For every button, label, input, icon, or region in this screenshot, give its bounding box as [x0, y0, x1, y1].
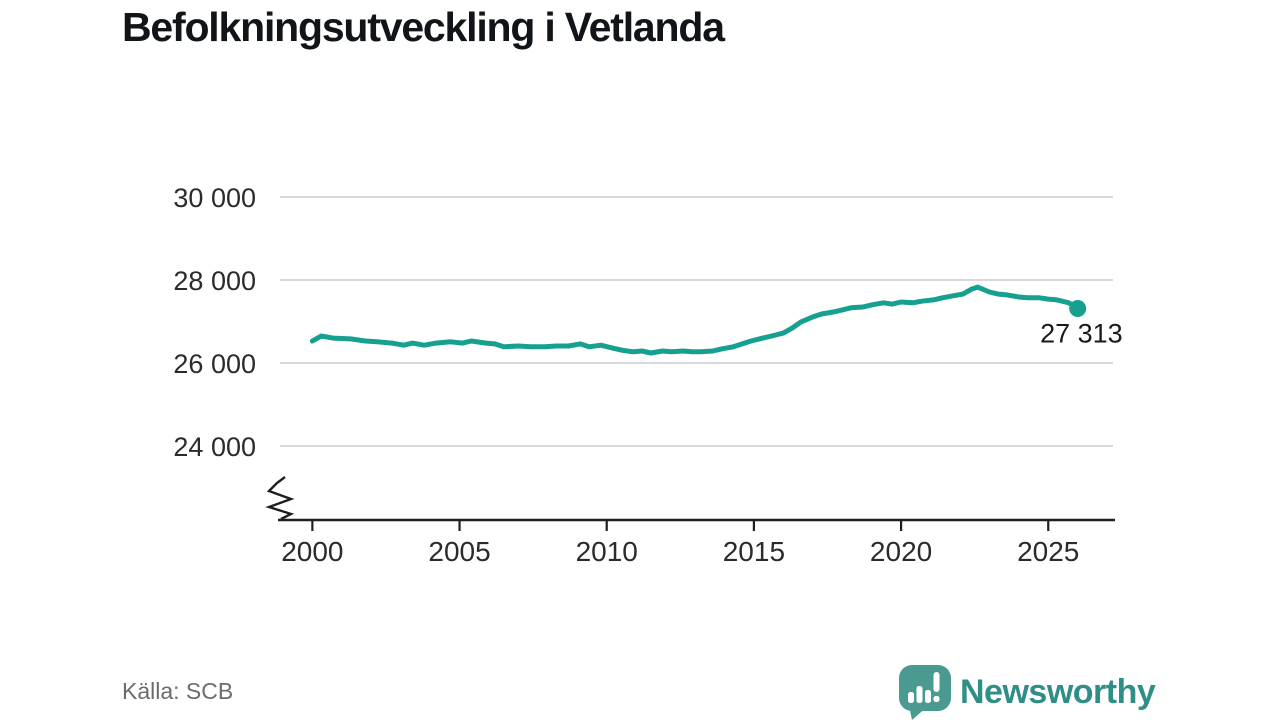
source-note: Källa: SCB — [122, 678, 234, 704]
y-tick-label: 30 000 — [173, 183, 256, 213]
y-tick-label: 24 000 — [173, 432, 256, 462]
series-end-dot — [1069, 300, 1087, 318]
page-title: Befolkningsutveckling i Vetlanda — [122, 4, 725, 50]
x-tick-label: 2010 — [576, 536, 638, 567]
brand-footer: Newsworthy — [898, 664, 1156, 720]
x-tick-label: 2025 — [1017, 536, 1079, 567]
x-tick-label: 2000 — [281, 536, 343, 567]
population-series-line — [309, 284, 1081, 356]
series-end-value-label: 27 313 — [1040, 319, 1123, 349]
y-tick-label: 26 000 — [173, 349, 256, 379]
brand-name: Newsworthy — [960, 672, 1156, 711]
x-tick-label: 2015 — [723, 536, 785, 567]
newsworthy-logo-icon — [899, 665, 951, 720]
x-tick-label: 2005 — [428, 536, 490, 567]
y-tick-label: 28 000 — [173, 266, 256, 296]
x-tick-label: 2020 — [870, 536, 932, 567]
axis-break-icon — [265, 476, 295, 521]
